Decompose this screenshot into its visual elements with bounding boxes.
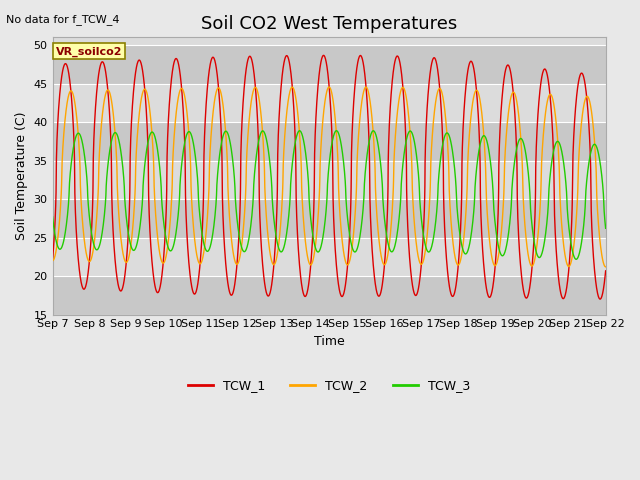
TCW_1: [320, 52, 328, 58]
TCW_1: [145, 180, 152, 185]
Bar: [52, 122, 605, 160]
Bar: [52, 160, 605, 199]
TCW_2: [145, 97, 152, 103]
TCW_2: [260, 178, 268, 184]
Y-axis label: Soil Temperature (C): Soil Temperature (C): [15, 112, 28, 240]
Line: TCW_1: TCW_1: [52, 55, 605, 299]
TCW_2: [49, 258, 56, 264]
X-axis label: Time: Time: [314, 335, 344, 348]
Text: No data for f_TCW_4: No data for f_TCW_4: [6, 14, 120, 25]
TCW_3: [49, 214, 56, 220]
Line: TCW_3: TCW_3: [52, 131, 605, 259]
TCW_1: [602, 268, 609, 274]
TCW_2: [602, 264, 609, 270]
TCW_3: [260, 130, 268, 136]
Text: VR_soilco2: VR_soilco2: [56, 46, 122, 57]
TCW_3: [591, 142, 599, 147]
TCW_1: [49, 256, 56, 262]
Bar: [52, 276, 605, 314]
Bar: [52, 238, 605, 276]
TCW_1: [260, 280, 268, 286]
TCW_2: [285, 95, 292, 101]
Title: Soil CO2 West Temperatures: Soil CO2 West Temperatures: [201, 15, 457, 33]
TCW_3: [333, 128, 340, 133]
TCW_2: [531, 253, 539, 259]
TCW_2: [591, 144, 599, 150]
Legend: TCW_1, TCW_2, TCW_3: TCW_1, TCW_2, TCW_3: [183, 374, 475, 397]
TCW_2: [112, 139, 120, 144]
TCW_1: [112, 263, 120, 269]
TCW_3: [285, 215, 292, 220]
TCW_3: [531, 245, 539, 251]
TCW_1: [285, 56, 292, 62]
TCW_1: [531, 199, 539, 204]
TCW_3: [602, 226, 609, 231]
Line: TCW_2: TCW_2: [52, 87, 605, 267]
TCW_3: [145, 137, 152, 143]
TCW_1: [591, 272, 599, 277]
TCW_3: [112, 130, 120, 135]
TCW_1: [596, 296, 604, 302]
Bar: [52, 84, 605, 122]
Bar: [52, 45, 605, 84]
TCW_3: [572, 256, 580, 262]
TCW_2: [325, 84, 333, 90]
Bar: [52, 199, 605, 238]
